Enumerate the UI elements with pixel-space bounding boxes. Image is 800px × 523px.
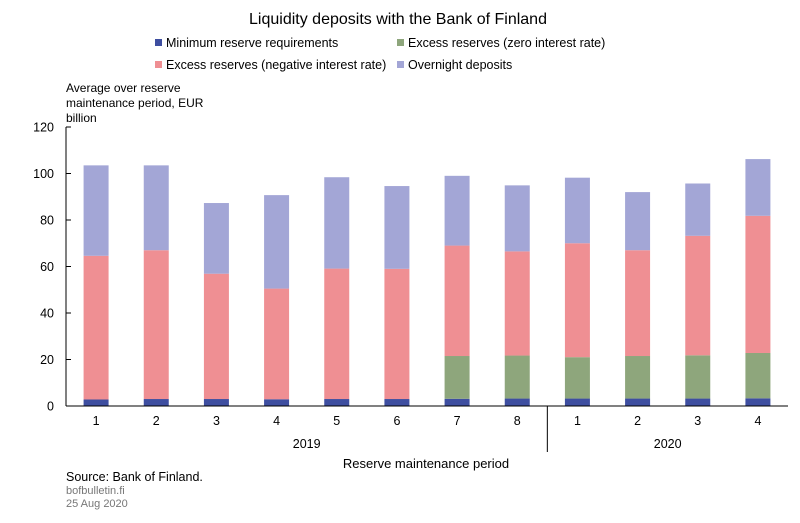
bar-segment-3-3	[203, 273, 229, 400]
bar-segment-1-8	[504, 398, 530, 406]
legend-swatch	[397, 61, 404, 68]
bar-segment-3-10	[625, 250, 651, 357]
x-tick-label: 3	[694, 414, 701, 428]
bar-segment-4-11	[685, 183, 711, 236]
y-tick-label: 80	[40, 214, 54, 228]
bar-segment-3-6	[384, 268, 410, 400]
bar-segment-3-2	[143, 250, 169, 400]
bar-segment-1-10	[625, 398, 651, 406]
bar-segment-3-5	[324, 268, 350, 400]
bar-segment-4-7	[444, 175, 470, 246]
bar-segment-2-10	[625, 356, 651, 399]
bar-segment-4-10	[625, 192, 651, 251]
x-tick-label: 2	[634, 414, 641, 428]
bar-segment-3-1	[83, 255, 109, 400]
x-tick-label: 7	[454, 414, 461, 428]
legend-item-label: Excess reserves (negative interest rate)	[166, 58, 386, 72]
bar-segment-3-9	[564, 243, 590, 358]
bar-segment-1-9	[564, 398, 590, 406]
bar-segment-1-6	[384, 399, 410, 406]
bar-segment-1-4	[264, 399, 290, 406]
legend: Minimum reserve requirements Excess reser…	[155, 36, 605, 72]
legend-item-label: Excess reserves (zero interest rate)	[408, 36, 605, 50]
bar-segment-1-2	[143, 399, 169, 406]
legend-swatch	[155, 39, 162, 46]
bar-segment-1-1	[83, 399, 109, 406]
bar-segment-4-6	[384, 186, 410, 269]
bar-segment-4-9	[564, 177, 590, 244]
y-tick-label: 0	[47, 400, 54, 414]
y-tick-label: 20	[40, 353, 54, 367]
x-tick-label: 1	[574, 414, 581, 428]
x-tick-label: 4	[754, 414, 761, 428]
group-label-2019: 2019	[293, 437, 321, 451]
bar-segment-4-4	[264, 195, 290, 289]
bar-segment-3-12	[745, 215, 771, 353]
bar-segment-3-4	[264, 288, 290, 400]
x-tick-label: 1	[93, 414, 100, 428]
bar-segment-4-12	[745, 159, 771, 216]
bar-segment-2-11	[685, 355, 711, 399]
bar-segment-4-8	[504, 185, 530, 252]
x-tick-label: 4	[273, 414, 280, 428]
bar-segment-2-12	[745, 352, 771, 399]
bar-segment-2-7	[444, 356, 470, 399]
x-axis: 1 2 3 4 5 6 7 8 1 2 3 4 2019 2020	[66, 405, 788, 452]
bar-segment-1-5	[324, 399, 350, 406]
x-axis-label: Reserve maintenance period	[343, 456, 509, 471]
bar-segment-4-1	[83, 165, 109, 256]
x-tick-label: 8	[514, 414, 521, 428]
legend-item-label: Minimum reserve requirements	[166, 36, 338, 50]
bar-segment-2-8	[504, 355, 530, 399]
bar-segment-1-3	[203, 399, 229, 406]
y-tick-label: 120	[33, 121, 54, 135]
chart-title: Liquidity deposits with the Bank of Finl…	[249, 11, 547, 28]
bar-segment-4-2	[143, 165, 169, 251]
bar-segment-2-9	[564, 357, 590, 399]
y-axis: 0 20 40 60 80 100 120	[33, 121, 71, 414]
group-label-2020: 2020	[654, 437, 682, 451]
bars	[83, 159, 771, 406]
legend-swatch	[155, 61, 162, 68]
y-tick-label: 40	[40, 307, 54, 321]
bar-segment-1-7	[444, 398, 470, 406]
bar-segment-4-5	[324, 177, 350, 269]
y-tick-label: 100	[33, 167, 54, 181]
x-tick-label: 5	[333, 414, 340, 428]
bar-segment-1-12	[745, 398, 771, 406]
date-note: 25 Aug 2020	[66, 498, 128, 510]
legend-swatch	[397, 39, 404, 46]
bar-segment-3-8	[504, 251, 530, 356]
legend-item-label: Overnight deposits	[408, 58, 512, 72]
y-tick-label: 60	[40, 260, 54, 274]
x-tick-label: 6	[393, 414, 400, 428]
x-tick-label: 3	[213, 414, 220, 428]
y-axis-label: Average over reserve maintenance period,…	[66, 81, 207, 125]
x-tick-label: 2	[153, 414, 160, 428]
bar-segment-1-11	[685, 398, 711, 406]
bar-segment-4-3	[203, 203, 229, 274]
source-note: Source: Bank of Finland.	[66, 470, 203, 484]
bar-segment-3-11	[685, 235, 711, 356]
site-note: bofbulletin.fi	[66, 485, 125, 497]
bar-segment-3-7	[444, 245, 470, 357]
